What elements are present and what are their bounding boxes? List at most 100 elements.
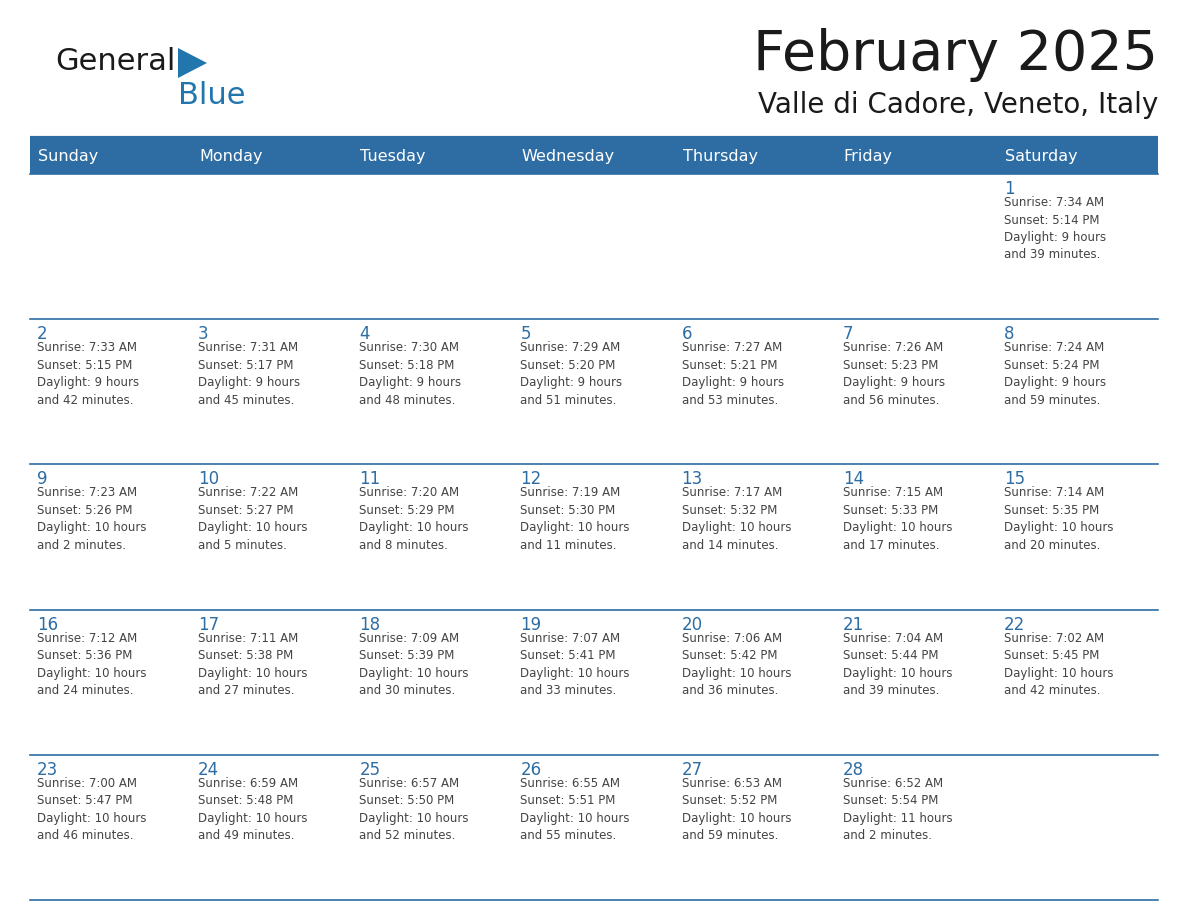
Bar bbox=[835, 755, 997, 900]
Bar bbox=[30, 174, 191, 319]
Text: 4: 4 bbox=[359, 325, 369, 343]
Text: February 2025: February 2025 bbox=[753, 28, 1158, 82]
Text: 23: 23 bbox=[37, 761, 58, 778]
Bar bbox=[675, 755, 835, 900]
Text: Friday: Friday bbox=[843, 149, 892, 163]
Text: Sunrise: 7:09 AM
Sunset: 5:39 PM
Daylight: 10 hours
and 30 minutes.: Sunrise: 7:09 AM Sunset: 5:39 PM Dayligh… bbox=[359, 632, 469, 697]
Bar bbox=[191, 174, 353, 319]
Text: 14: 14 bbox=[842, 470, 864, 488]
Text: Sunrise: 7:00 AM
Sunset: 5:47 PM
Daylight: 10 hours
and 46 minutes.: Sunrise: 7:00 AM Sunset: 5:47 PM Dayligh… bbox=[37, 777, 146, 843]
Text: 1: 1 bbox=[1004, 180, 1015, 198]
Text: Sunrise: 7:19 AM
Sunset: 5:30 PM
Daylight: 10 hours
and 11 minutes.: Sunrise: 7:19 AM Sunset: 5:30 PM Dayligh… bbox=[520, 487, 630, 552]
Bar bbox=[30, 319, 191, 465]
Bar bbox=[513, 755, 675, 900]
Text: 12: 12 bbox=[520, 470, 542, 488]
Text: Sunrise: 7:17 AM
Sunset: 5:32 PM
Daylight: 10 hours
and 14 minutes.: Sunrise: 7:17 AM Sunset: 5:32 PM Dayligh… bbox=[682, 487, 791, 552]
Bar bbox=[835, 610, 997, 755]
Text: 3: 3 bbox=[198, 325, 209, 343]
Text: Sunrise: 7:27 AM
Sunset: 5:21 PM
Daylight: 9 hours
and 53 minutes.: Sunrise: 7:27 AM Sunset: 5:21 PM Dayligh… bbox=[682, 341, 784, 407]
Bar bbox=[835, 319, 997, 465]
Bar bbox=[191, 755, 353, 900]
Text: Sunrise: 7:30 AM
Sunset: 5:18 PM
Daylight: 9 hours
and 48 minutes.: Sunrise: 7:30 AM Sunset: 5:18 PM Dayligh… bbox=[359, 341, 461, 407]
Text: Sunrise: 7:29 AM
Sunset: 5:20 PM
Daylight: 9 hours
and 51 minutes.: Sunrise: 7:29 AM Sunset: 5:20 PM Dayligh… bbox=[520, 341, 623, 407]
Bar bbox=[675, 465, 835, 610]
Text: Sunrise: 7:07 AM
Sunset: 5:41 PM
Daylight: 10 hours
and 33 minutes.: Sunrise: 7:07 AM Sunset: 5:41 PM Dayligh… bbox=[520, 632, 630, 697]
Bar bbox=[513, 610, 675, 755]
Text: Sunrise: 7:04 AM
Sunset: 5:44 PM
Daylight: 10 hours
and 39 minutes.: Sunrise: 7:04 AM Sunset: 5:44 PM Dayligh… bbox=[842, 632, 953, 697]
Bar bbox=[353, 610, 513, 755]
Text: 6: 6 bbox=[682, 325, 693, 343]
Text: Wednesday: Wednesday bbox=[522, 149, 614, 163]
Text: 2: 2 bbox=[37, 325, 48, 343]
Bar bbox=[30, 465, 191, 610]
Text: 22: 22 bbox=[1004, 616, 1025, 633]
Text: Sunrise: 6:55 AM
Sunset: 5:51 PM
Daylight: 10 hours
and 55 minutes.: Sunrise: 6:55 AM Sunset: 5:51 PM Dayligh… bbox=[520, 777, 630, 843]
Text: 10: 10 bbox=[198, 470, 220, 488]
Bar bbox=[835, 174, 997, 319]
Text: 26: 26 bbox=[520, 761, 542, 778]
Text: Sunrise: 7:33 AM
Sunset: 5:15 PM
Daylight: 9 hours
and 42 minutes.: Sunrise: 7:33 AM Sunset: 5:15 PM Dayligh… bbox=[37, 341, 139, 407]
Text: Sunrise: 7:12 AM
Sunset: 5:36 PM
Daylight: 10 hours
and 24 minutes.: Sunrise: 7:12 AM Sunset: 5:36 PM Dayligh… bbox=[37, 632, 146, 697]
Text: 9: 9 bbox=[37, 470, 48, 488]
Bar bbox=[30, 610, 191, 755]
Text: Thursday: Thursday bbox=[683, 149, 758, 163]
Text: Sunrise: 7:23 AM
Sunset: 5:26 PM
Daylight: 10 hours
and 2 minutes.: Sunrise: 7:23 AM Sunset: 5:26 PM Dayligh… bbox=[37, 487, 146, 552]
Text: 13: 13 bbox=[682, 470, 703, 488]
Text: 18: 18 bbox=[359, 616, 380, 633]
Bar bbox=[353, 174, 513, 319]
Text: 27: 27 bbox=[682, 761, 702, 778]
Bar bbox=[513, 319, 675, 465]
Text: Blue: Blue bbox=[178, 81, 246, 109]
Text: Sunday: Sunday bbox=[38, 149, 99, 163]
Text: 20: 20 bbox=[682, 616, 702, 633]
Text: Saturday: Saturday bbox=[1005, 149, 1078, 163]
Text: 16: 16 bbox=[37, 616, 58, 633]
Text: 28: 28 bbox=[842, 761, 864, 778]
Bar bbox=[997, 755, 1158, 900]
Bar bbox=[835, 465, 997, 610]
Text: Sunrise: 7:26 AM
Sunset: 5:23 PM
Daylight: 9 hours
and 56 minutes.: Sunrise: 7:26 AM Sunset: 5:23 PM Dayligh… bbox=[842, 341, 944, 407]
Text: Sunrise: 7:14 AM
Sunset: 5:35 PM
Daylight: 10 hours
and 20 minutes.: Sunrise: 7:14 AM Sunset: 5:35 PM Dayligh… bbox=[1004, 487, 1113, 552]
Text: 19: 19 bbox=[520, 616, 542, 633]
Bar bbox=[191, 610, 353, 755]
Text: Sunrise: 6:57 AM
Sunset: 5:50 PM
Daylight: 10 hours
and 52 minutes.: Sunrise: 6:57 AM Sunset: 5:50 PM Dayligh… bbox=[359, 777, 469, 843]
Bar bbox=[191, 465, 353, 610]
Bar bbox=[353, 755, 513, 900]
Text: 11: 11 bbox=[359, 470, 380, 488]
Text: 17: 17 bbox=[198, 616, 220, 633]
Text: 7: 7 bbox=[842, 325, 853, 343]
Text: Sunrise: 6:52 AM
Sunset: 5:54 PM
Daylight: 11 hours
and 2 minutes.: Sunrise: 6:52 AM Sunset: 5:54 PM Dayligh… bbox=[842, 777, 953, 843]
Bar bbox=[997, 319, 1158, 465]
Text: 21: 21 bbox=[842, 616, 864, 633]
Bar bbox=[997, 610, 1158, 755]
Text: Sunrise: 7:34 AM
Sunset: 5:14 PM
Daylight: 9 hours
and 39 minutes.: Sunrise: 7:34 AM Sunset: 5:14 PM Dayligh… bbox=[1004, 196, 1106, 262]
Text: Sunrise: 7:22 AM
Sunset: 5:27 PM
Daylight: 10 hours
and 5 minutes.: Sunrise: 7:22 AM Sunset: 5:27 PM Dayligh… bbox=[198, 487, 308, 552]
Text: 24: 24 bbox=[198, 761, 220, 778]
Text: Valle di Cadore, Veneto, Italy: Valle di Cadore, Veneto, Italy bbox=[758, 91, 1158, 119]
Text: Sunrise: 7:06 AM
Sunset: 5:42 PM
Daylight: 10 hours
and 36 minutes.: Sunrise: 7:06 AM Sunset: 5:42 PM Dayligh… bbox=[682, 632, 791, 697]
Text: Sunrise: 7:20 AM
Sunset: 5:29 PM
Daylight: 10 hours
and 8 minutes.: Sunrise: 7:20 AM Sunset: 5:29 PM Dayligh… bbox=[359, 487, 469, 552]
Bar bbox=[675, 174, 835, 319]
Text: Sunrise: 7:11 AM
Sunset: 5:38 PM
Daylight: 10 hours
and 27 minutes.: Sunrise: 7:11 AM Sunset: 5:38 PM Dayligh… bbox=[198, 632, 308, 697]
Text: Sunrise: 7:24 AM
Sunset: 5:24 PM
Daylight: 9 hours
and 59 minutes.: Sunrise: 7:24 AM Sunset: 5:24 PM Dayligh… bbox=[1004, 341, 1106, 407]
Bar bbox=[997, 465, 1158, 610]
Bar bbox=[30, 755, 191, 900]
Text: Sunrise: 6:59 AM
Sunset: 5:48 PM
Daylight: 10 hours
and 49 minutes.: Sunrise: 6:59 AM Sunset: 5:48 PM Dayligh… bbox=[198, 777, 308, 843]
Bar bbox=[675, 610, 835, 755]
Bar bbox=[513, 465, 675, 610]
Text: Monday: Monday bbox=[200, 149, 263, 163]
Text: Sunrise: 6:53 AM
Sunset: 5:52 PM
Daylight: 10 hours
and 59 minutes.: Sunrise: 6:53 AM Sunset: 5:52 PM Dayligh… bbox=[682, 777, 791, 843]
Bar bbox=[353, 465, 513, 610]
Text: General: General bbox=[55, 48, 176, 76]
Text: Sunrise: 7:02 AM
Sunset: 5:45 PM
Daylight: 10 hours
and 42 minutes.: Sunrise: 7:02 AM Sunset: 5:45 PM Dayligh… bbox=[1004, 632, 1113, 697]
Text: 5: 5 bbox=[520, 325, 531, 343]
Bar bbox=[675, 319, 835, 465]
Text: 25: 25 bbox=[359, 761, 380, 778]
Text: 15: 15 bbox=[1004, 470, 1025, 488]
Text: Tuesday: Tuesday bbox=[360, 149, 425, 163]
Text: Sunrise: 7:15 AM
Sunset: 5:33 PM
Daylight: 10 hours
and 17 minutes.: Sunrise: 7:15 AM Sunset: 5:33 PM Dayligh… bbox=[842, 487, 953, 552]
Bar bbox=[997, 174, 1158, 319]
Bar bbox=[513, 174, 675, 319]
Text: Sunrise: 7:31 AM
Sunset: 5:17 PM
Daylight: 9 hours
and 45 minutes.: Sunrise: 7:31 AM Sunset: 5:17 PM Dayligh… bbox=[198, 341, 301, 407]
Bar bbox=[191, 319, 353, 465]
